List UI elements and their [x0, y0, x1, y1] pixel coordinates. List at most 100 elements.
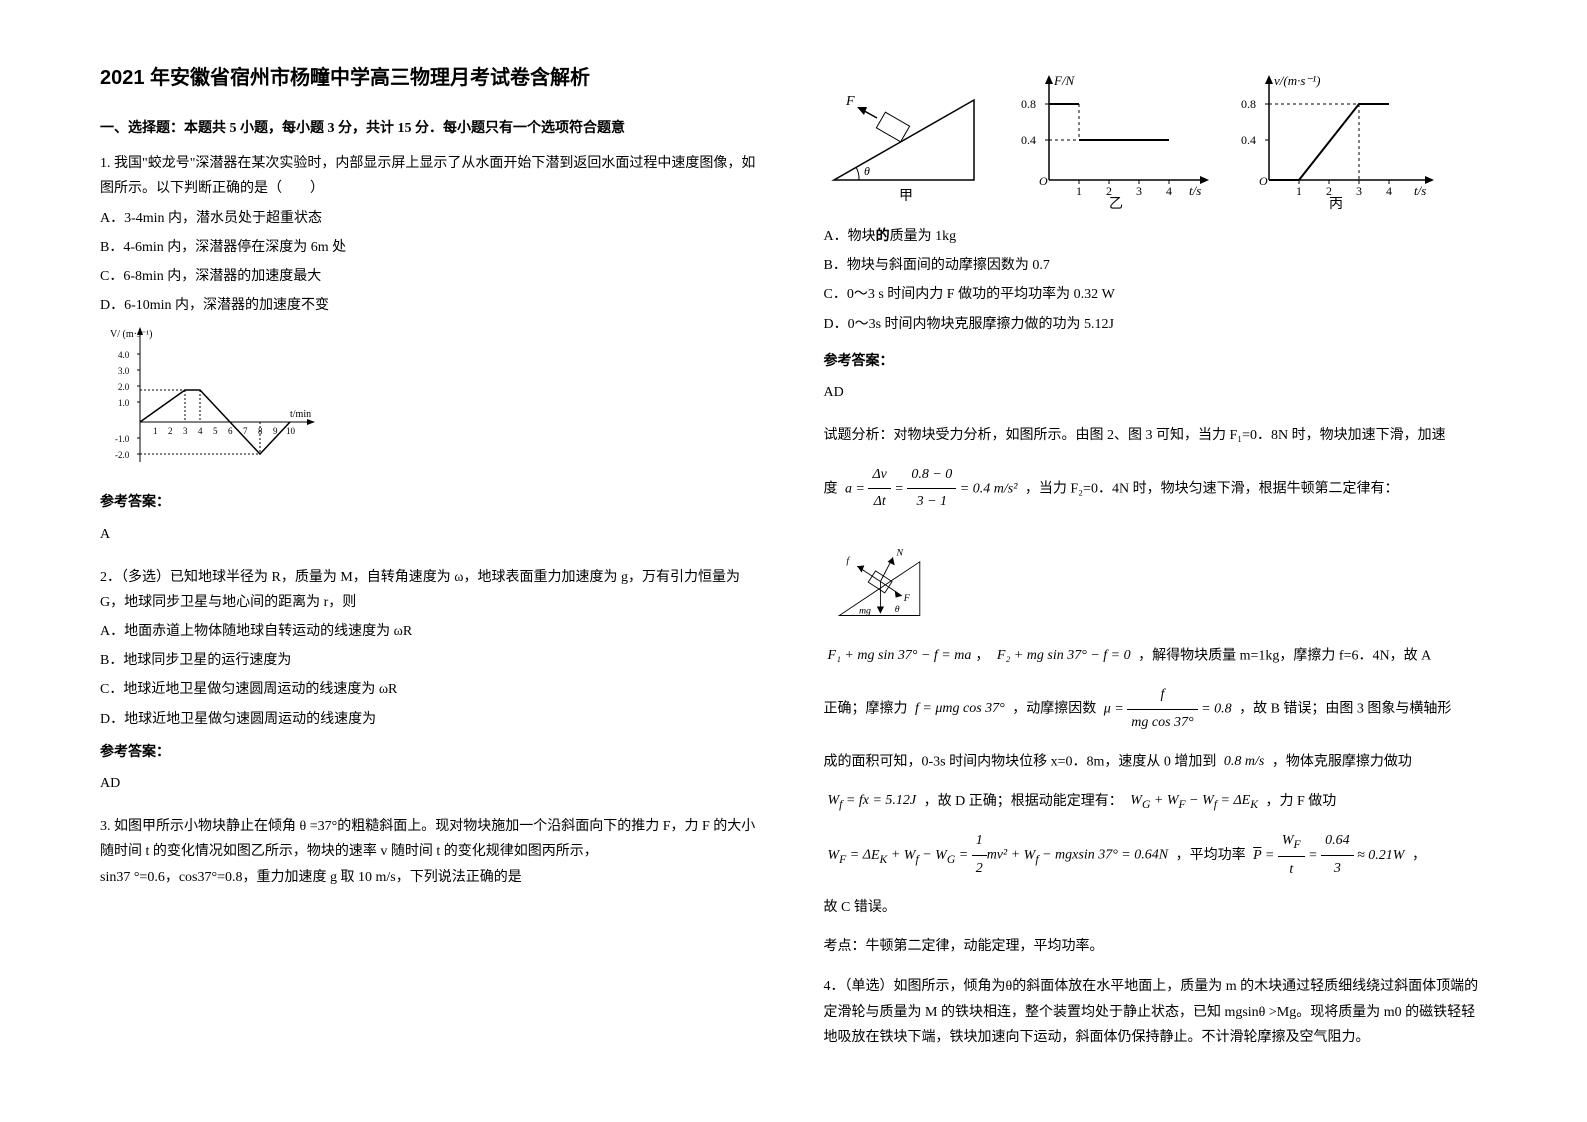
q2-optB: B．地球同步卫星的运行速度为 [100, 648, 764, 673]
q3-optC: C．0～3 s 时间内力 F 做功的平均功率为 0.32 W [824, 282, 1488, 307]
q3-fbd: N F f mg θ [824, 526, 944, 633]
q2-answer: AD [100, 771, 764, 796]
bing-caption: 丙 [1329, 197, 1343, 210]
svg-text:5: 5 [213, 426, 218, 436]
svg-text:3: 3 [183, 426, 188, 436]
q1-optC: C．6-8min 内，深潜器的加速度最大 [100, 264, 764, 289]
yi-ylabel: F/N [1053, 73, 1076, 88]
formula-P: P = WFt = 0.643 ≈ 0.21W [1253, 828, 1404, 884]
svg-text:1: 1 [1296, 184, 1302, 198]
q1-optB: B．4-6min 内，深潜器停在深度为 6m 处 [100, 235, 764, 260]
svg-text:O: O [1039, 174, 1048, 188]
svg-text:4: 4 [198, 426, 203, 436]
q3-analysis9: 考点：牛顿第二定律，动能定理，平均功率。 [824, 934, 1488, 961]
svg-text:2: 2 [1106, 184, 1112, 198]
svg-text:6: 6 [228, 426, 233, 436]
q3-analysis6-row: Wf = fx = 5.12J ，故 D 正确；根据动能定理有： WG + WF… [824, 788, 1488, 816]
formula-f1: F₁ + mg sin 37° − f = ma [828, 643, 972, 670]
bing-ylabel: v/(m·s⁻¹) [1274, 73, 1321, 88]
svg-text:3: 3 [1356, 184, 1362, 198]
q2-optC: C．地球近地卫星做匀速圆周运动的线速度为 ωR [100, 677, 764, 702]
q3-analysis5: 成的面积可知，0-3s 时间内物块位移 x=0．8m，速度从 0 增加到 [824, 754, 1217, 769]
q2-optA: A．地面赤道上物体随地球自转运动的线速度为 ωR [100, 619, 764, 644]
q3-analysis4-prefix: 正确；摩擦力 [824, 702, 908, 717]
svg-text:0.4: 0.4 [1021, 133, 1036, 147]
q1-optA: A．3-4min 内，潜水员处于超重状态 [100, 206, 764, 231]
fbd-N: N [895, 547, 904, 558]
q1-stem: 1. 我国"蛟龙号"深潜器在某次实验时，内部显示屏上显示了从水面开始下潜到返回水… [100, 151, 764, 201]
q3-chart-bing: v/(m·s⁻¹) t/s O 0.4 0.8 1 2 3 4 丙 [1234, 70, 1444, 210]
formula-a: a = ΔvΔt = 0.8 − 03 − 1 = 0.4 m/s² [845, 462, 1017, 516]
q3-answer: AD [824, 380, 1488, 405]
jia-theta-label: θ [864, 164, 870, 178]
q2-optD: D．地球近地卫星做匀速圆周运动的线速度为 [100, 707, 764, 732]
svg-text:2: 2 [168, 426, 173, 436]
q3-options: A．物块的质量为 1kg B．物块与斜面间的动摩擦因数为 0.7 C．0～3 s… [824, 220, 1488, 341]
svg-text:1.0: 1.0 [118, 398, 130, 408]
q3-analysis1: 试题分析：对物块受力分析，如图所示。由图 2、图 3 可知，当力 F₁=0．8N… [824, 423, 1488, 450]
svg-text:2.0: 2.0 [118, 382, 130, 392]
svg-text:2: 2 [1326, 184, 1332, 198]
svg-text:4: 4 [1386, 184, 1392, 198]
yi-caption: 乙 [1109, 196, 1123, 210]
svg-text:10: 10 [286, 426, 296, 436]
right-column: F θ 甲 F/N t/s O 0.4 0.8 1 2 [824, 60, 1488, 1062]
q3-analysis4-row: 正确；摩擦力 f = μmg cos 37° ，动摩擦因数 μ = fmg co… [824, 682, 1488, 736]
jia-F-label: F [845, 94, 855, 109]
q2-answer-label: 参考答案： [100, 740, 764, 765]
svg-text:3: 3 [1136, 184, 1142, 198]
q3-analysis5-suffix: ，物体克服摩擦力做功 [1272, 754, 1412, 769]
jia-caption: 甲 [899, 189, 913, 204]
q3-chart-yi: F/N t/s O 0.4 0.8 1 2 3 4 [1014, 70, 1214, 210]
svg-text:7: 7 [243, 426, 248, 436]
q3-analysis7-suffix: ，平均功率 [1176, 848, 1246, 863]
fbd-theta: θ [894, 604, 899, 615]
svg-text:0.8: 0.8 [1021, 97, 1036, 111]
q3-analysis7-tail: ， [1412, 848, 1426, 863]
svg-text:9: 9 [273, 426, 278, 436]
q3-analysis2-row: 度 a = ΔvΔt = 0.8 − 03 − 1 = 0.4 m/s² ，当力… [824, 462, 1488, 516]
q3-analysis3: ，解得物块质量 m=1kg，摩擦力 f=6．4N，故 A [1138, 649, 1431, 664]
q3-analysis5-row: 成的面积可知，0-3s 时间内物块位移 x=0．8m，速度从 0 增加到 0.8… [824, 749, 1488, 776]
fbd-F: F [902, 593, 910, 604]
q3-charts-row: F θ 甲 F/N t/s O 0.4 0.8 1 2 [824, 70, 1488, 210]
q4-stem: 4．（单选）如图所示，倾角为θ的斜面体放在水平地面上，质量为 m 的木块通过轻质… [824, 974, 1488, 1050]
q3-analysis8: 故 C 错误。 [824, 895, 1488, 922]
svg-text:0.8: 0.8 [1241, 97, 1256, 111]
svg-text:4.0: 4.0 [118, 350, 130, 360]
svg-text:-1.0: -1.0 [115, 434, 130, 444]
q3-analysis6-suffix: ，力 F 做功 [1266, 794, 1337, 809]
svg-text:-2.0: -2.0 [115, 450, 130, 460]
q3-analysis7-row: WF = ΔEK + Wf − WG = 12mv² + Wf − mgxsin… [824, 828, 1488, 884]
question-3-stem: 3. 如图甲所示小物块静止在倾角 θ =37°的粗糙斜面上。现对物块施加一个沿斜… [100, 814, 764, 890]
q1-answer-label: 参考答案： [100, 490, 764, 515]
section1-header: 一、选择题：本题共 5 小题，每小题 3 分，共计 15 分．每小题只有一个选项… [100, 116, 764, 141]
q3-analysis4-mid: ，动摩擦因数 [1012, 702, 1096, 717]
svg-text:4: 4 [1166, 184, 1172, 198]
question-4: 4．（单选）如图所示，倾角为θ的斜面体放在水平地面上，质量为 m 的木块通过轻质… [824, 974, 1488, 1050]
q3-optD: D．0～3s 时间内物块克服摩擦力做的功为 5.12J [824, 312, 1488, 337]
formula-energy: WG + WF − Wf = ΔEK [1130, 788, 1258, 816]
bing-xlabel: t/s [1414, 183, 1426, 198]
formula-v: 0.8 m/s [1224, 749, 1264, 776]
q3-stem-p2: sin37 °=0.6，cos37°=0.8，重力加速度 g 取 10 m/s，… [100, 865, 764, 890]
q1-answer: A [100, 522, 764, 547]
q3-analysis2-suffix: ，当力 F₂=0．4N 时，物块匀速下滑，根据牛顿第二定律有： [1025, 481, 1399, 496]
formula-mu-left: f = μmg cos 37° [915, 696, 1005, 723]
svg-text:t/min: t/min [290, 409, 311, 420]
q1-optD: D．6-10min 内，深潜器的加速度不变 [100, 293, 764, 318]
q3-analysis3-row: F₁ + mg sin 37° − f = ma， F₂ + mg sin 37… [824, 643, 1488, 670]
q3-diagram-jia: F θ 甲 [824, 70, 994, 210]
svg-text:0.4: 0.4 [1241, 133, 1256, 147]
q3-analysis4-suffix: ，故 B 错误；由图 3 图象与横轴形 [1239, 702, 1451, 717]
svg-text:1: 1 [1076, 184, 1082, 198]
question-1: 1. 我国"蛟龙号"深潜器在某次实验时，内部显示屏上显示了从水面开始下潜到返回水… [100, 151, 764, 553]
yi-xlabel: t/s [1189, 183, 1201, 198]
svg-text:O: O [1259, 174, 1268, 188]
formula-mu1: μ = fmg cos 37° = 0.8 [1104, 682, 1232, 736]
left-column: 2021 年安徽省宿州市杨疃中学高三物理月考试卷含解析 一、选择题：本题共 5 … [100, 60, 764, 1062]
fbd-mg: mg [858, 606, 870, 617]
q3-stem-p1: 3. 如图甲所示小物块静止在倾角 θ =37°的粗糙斜面上。现对物块施加一个沿斜… [100, 814, 764, 864]
q2-stem: 2．（多选）已知地球半径为 R，质量为 M，自转角速度为 ω，地球表面重力加速度… [100, 565, 764, 615]
q3-optB: B．物块与斜面间的动摩擦因数为 0.7 [824, 253, 1488, 278]
